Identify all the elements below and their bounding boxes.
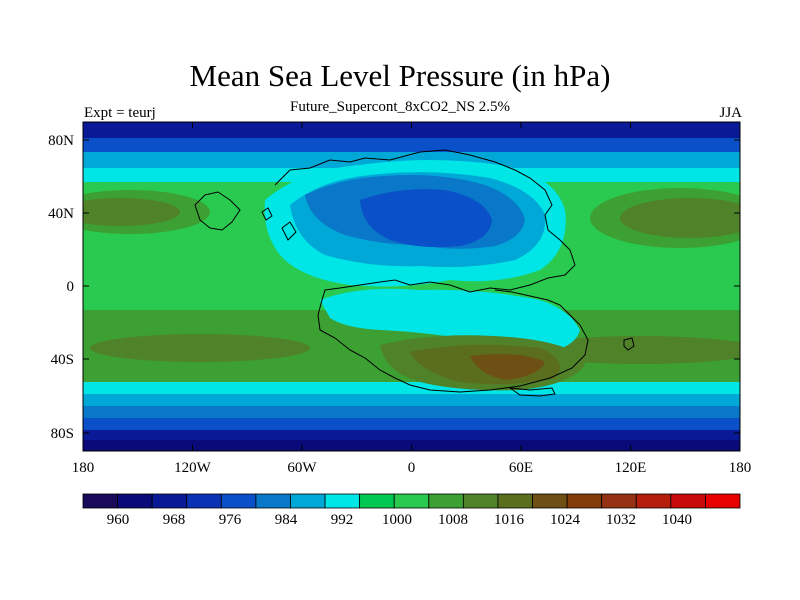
x-axis: 180 120W 60W 0 60E 120E 180: [72, 460, 752, 476]
pressure-map: [83, 122, 740, 451]
x-tick-label: 120E: [615, 460, 647, 476]
x-axis-ticks: [82, 122, 741, 451]
y-axis-ticks: [83, 139, 740, 434]
y-tick-label: 80N: [48, 133, 74, 149]
coastline: [194, 149, 635, 397]
colorbar-swatch: [393, 493, 430, 509]
band-fill: [83, 382, 740, 394]
band-fill: [83, 138, 740, 152]
x-tick-label: 120W: [174, 460, 212, 476]
colorbar-labels: 960 968 976 984 992 1000 1008 1016 1024 …: [107, 512, 692, 528]
colorbar-label: 1008: [438, 512, 468, 528]
y-axis: 80N 40N 0 40S 80S: [48, 133, 74, 442]
high-pressure-zone: [90, 334, 310, 362]
colorbar-swatch: [670, 493, 706, 509]
colorbar-swatch: [532, 493, 568, 509]
colorbar-label: 968: [163, 512, 186, 528]
high-pressure-zone: [470, 354, 545, 380]
colorbar: [82, 493, 741, 509]
colorbar-swatch: [462, 493, 499, 509]
band-fill: [83, 152, 740, 168]
colorbar-label: 960: [107, 512, 130, 528]
colorbar-label: 1040: [662, 512, 692, 528]
colorbar-swatch: [151, 493, 188, 509]
colorbar-label: 976: [219, 512, 242, 528]
colorbar-swatch: [220, 493, 257, 509]
colorbar-swatch: [290, 493, 326, 509]
colorbar-label: 1032: [606, 512, 636, 528]
y-tick-label: 40N: [48, 206, 74, 222]
continental-low: [320, 288, 580, 352]
colorbar-label: 1024: [550, 512, 581, 528]
band-fill: [83, 418, 740, 430]
continental-low: [360, 189, 492, 248]
colorbar-label: 1016: [494, 512, 525, 528]
colorbar-swatch: [428, 493, 464, 509]
band-fill: [83, 406, 740, 418]
x-tick-label: 60W: [287, 460, 317, 476]
colorbar-swatch: [705, 493, 741, 509]
y-tick-label: 40S: [51, 352, 74, 368]
colorbar-swatch: [566, 493, 603, 509]
plot-subtitle: Future_Supercont_8xCO2_NS 2.5%: [290, 99, 510, 115]
colorbar-swatch: [82, 493, 118, 509]
experiment-label: Expt = teurj: [84, 105, 156, 121]
colorbar-swatch: [635, 493, 672, 509]
y-tick-label: 0: [67, 279, 75, 295]
x-tick-label: 0: [408, 460, 416, 476]
season-label: JJA: [719, 105, 742, 121]
high-pressure-zone: [83, 198, 180, 226]
x-tick-label: 180: [729, 460, 752, 476]
colorbar-swatch: [324, 493, 361, 509]
high-pressure-zone: [620, 198, 740, 238]
band-fill: [83, 122, 740, 138]
colorbar-swatch: [255, 493, 291, 509]
y-tick-label: 80S: [51, 426, 74, 442]
plot-title: Mean Sea Level Pressure (in hPa): [189, 58, 611, 93]
colorbar-label: 984: [275, 512, 298, 528]
x-tick-label: 180: [72, 460, 95, 476]
colorbar-swatch: [117, 493, 153, 509]
colorbar-swatch: [497, 493, 533, 509]
colorbar-swatch: [601, 493, 637, 509]
colorbar-swatch: [359, 493, 395, 509]
x-tick-label: 60E: [509, 460, 533, 476]
band-fill: [83, 394, 740, 406]
colorbar-label: 992: [331, 512, 354, 528]
band-fill: [83, 430, 740, 440]
colorbar-swatch: [186, 493, 222, 509]
colorbar-label: 1000: [382, 512, 412, 528]
